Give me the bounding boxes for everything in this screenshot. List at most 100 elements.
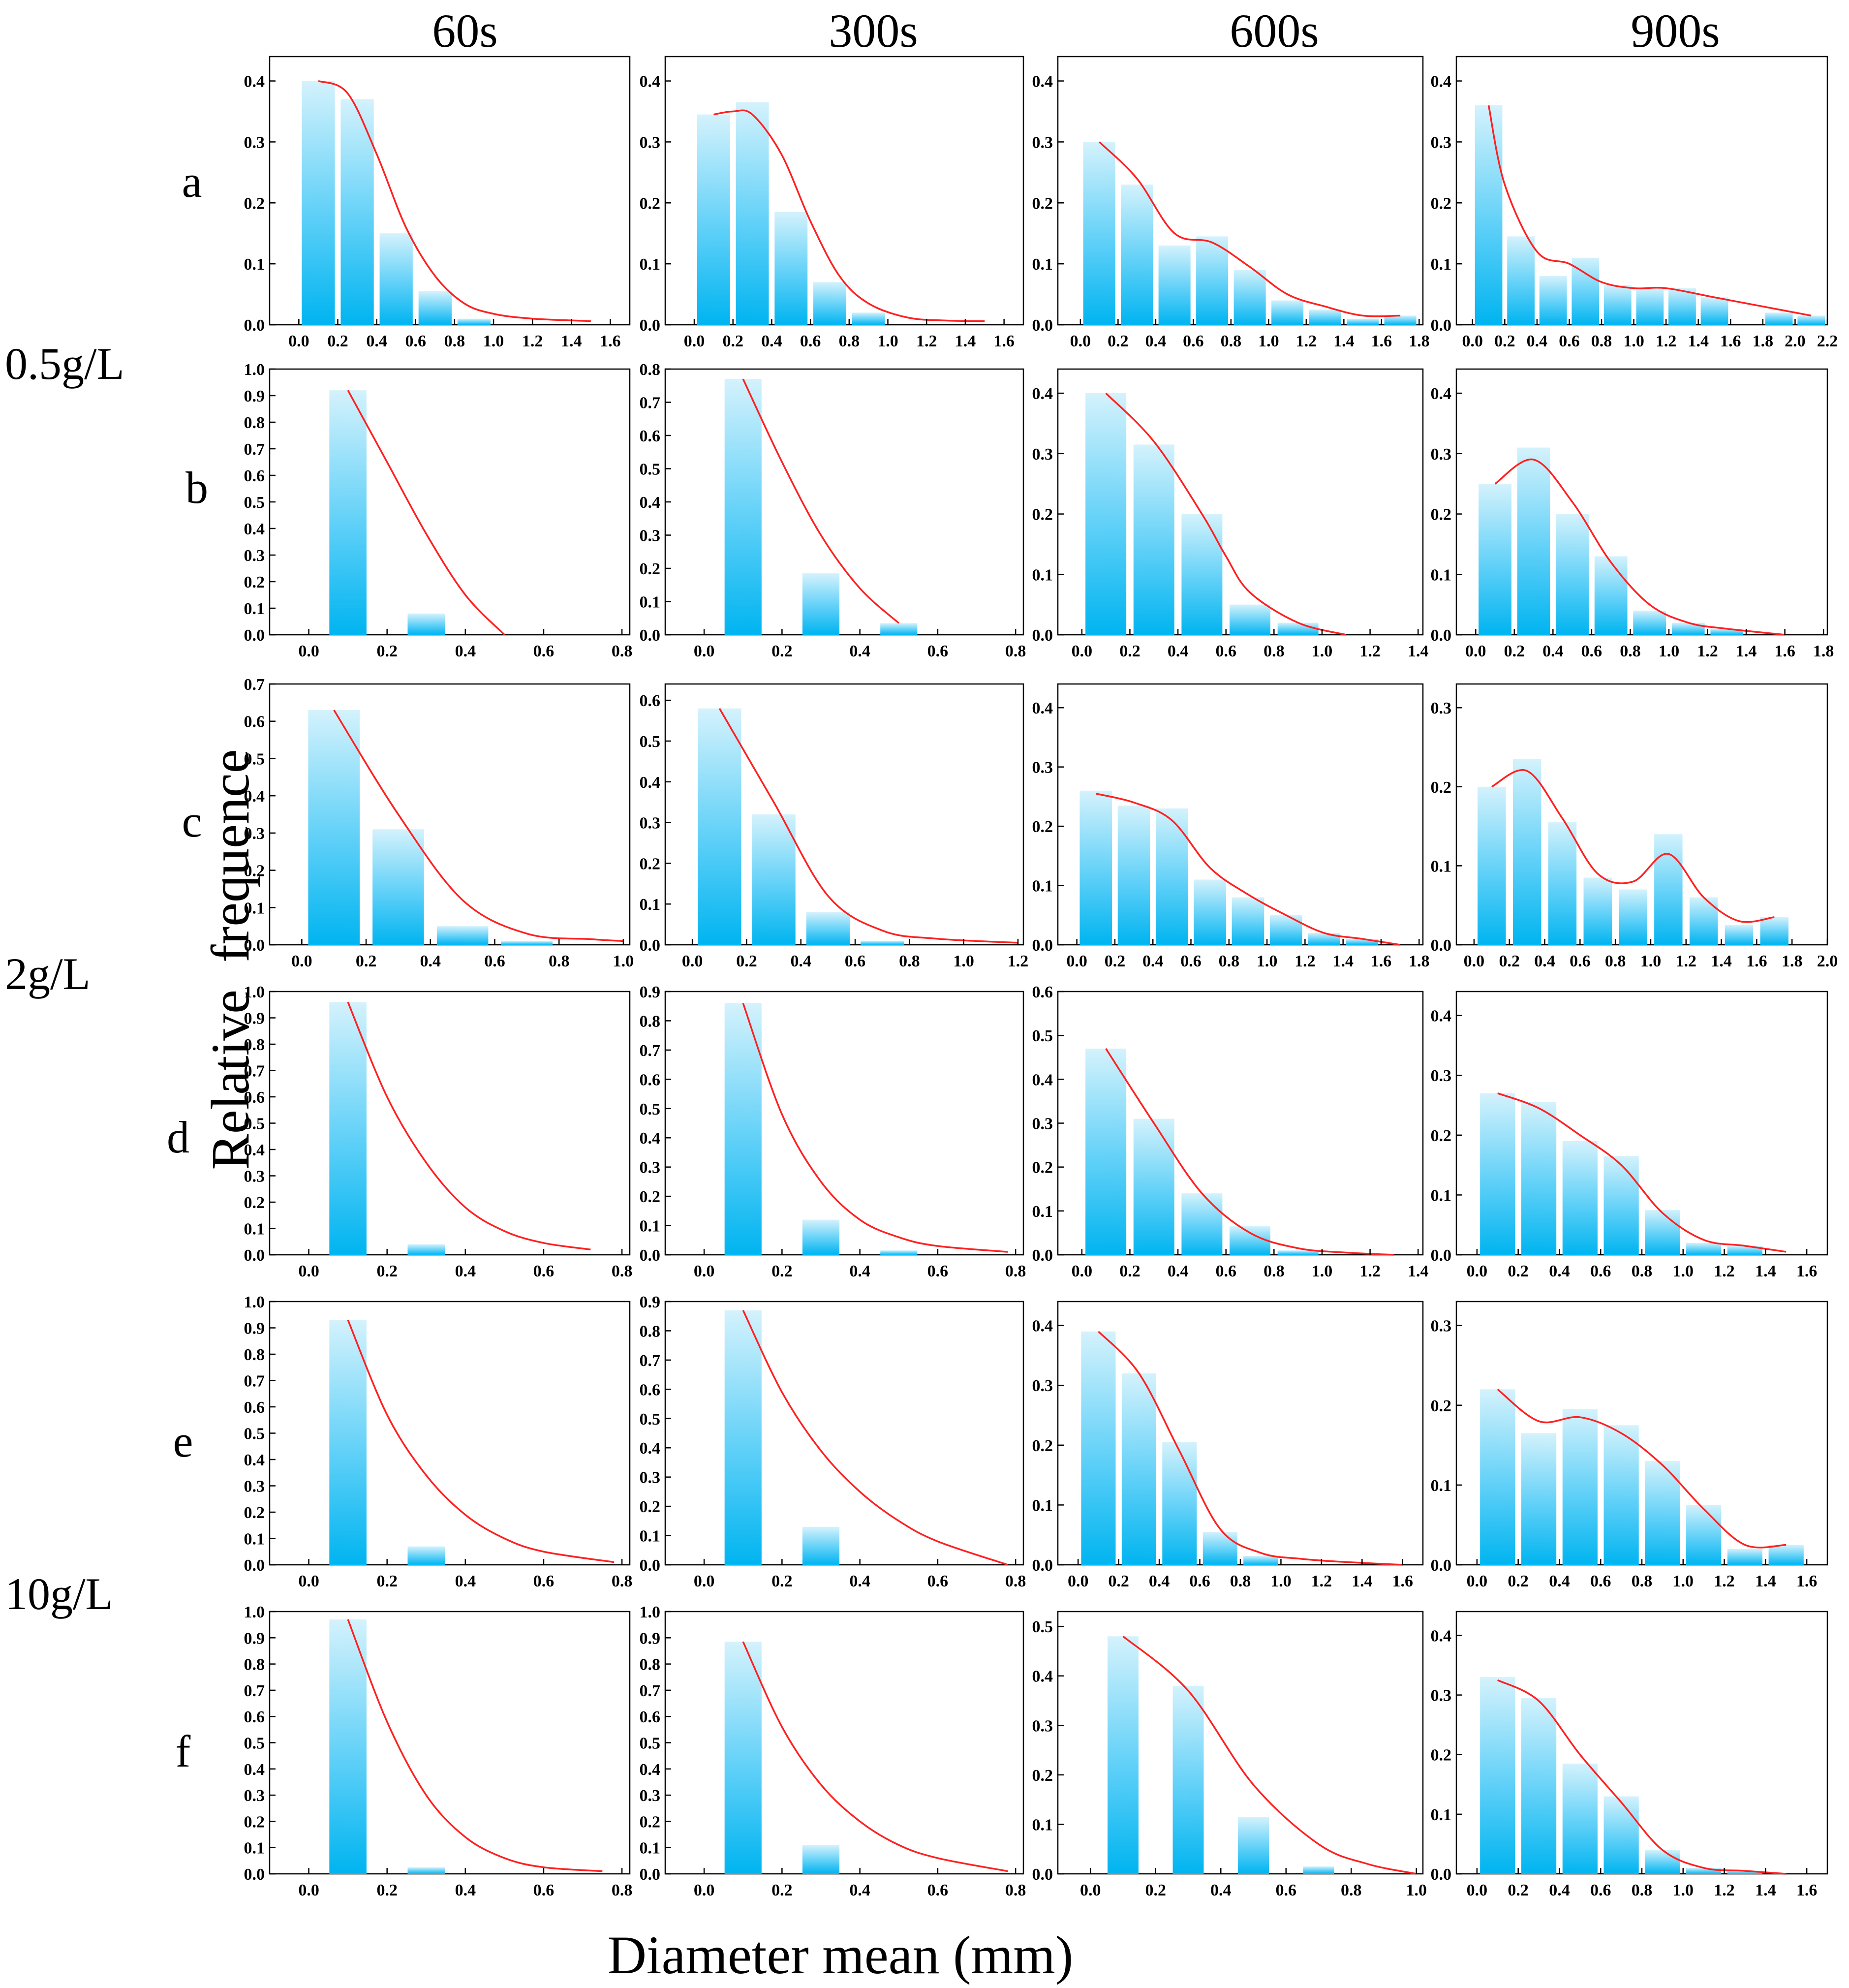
panel-e-60s-y-tick-label: 0.1 xyxy=(244,1530,265,1549)
panel-f-60s-y-tick-label: 0.8 xyxy=(244,1656,265,1674)
concentration-label-0-5: 0.5g/L xyxy=(5,339,124,389)
panel-d-600s-y-tick-label: 0.3 xyxy=(1032,1115,1053,1133)
panel-d-600s-x-tick-label: 1.0 xyxy=(1312,1262,1333,1280)
panel-e-60s-fit-line xyxy=(347,1319,615,1563)
panel-f-300s-x-tick-label: 0.8 xyxy=(1005,1881,1026,1899)
panel-a-300s-x-tick-label: 0.4 xyxy=(761,332,782,350)
panel-e-60s-bar xyxy=(407,1546,445,1565)
panel-e-600s-x-tick-label: 0.2 xyxy=(1108,1572,1129,1590)
panel-b-900s-bar xyxy=(1671,622,1705,635)
panel-b-600s-x-tick-label: 1.4 xyxy=(1408,642,1429,660)
panel-e-60s-x-tick-label: 0.2 xyxy=(376,1572,398,1590)
panel-b-900s-x-tick-label: 1.6 xyxy=(1774,642,1795,660)
panel-a-900s-x-tick-label: 0.0 xyxy=(1462,332,1483,350)
panel-e-600s-y-tick-label: 0.1 xyxy=(1032,1496,1053,1515)
panel-a-300s: 0.0 0.1 0.2 0.3 0.4 0.0 0.2 0.4 0.6 0.8 1.0 1.2 1.4 1… xyxy=(640,56,1024,350)
panel-d-900s-x-tick-label: 0.4 xyxy=(1549,1262,1570,1280)
row-letter-b: b xyxy=(185,463,208,513)
panel-b-900s: 0.0 0.1 0.2 0.3 0.4 0.0 0.2 0.4 0.6 0.8 1.0 1.2 1.4 1… xyxy=(1431,368,1834,660)
panel-d-300s-bar xyxy=(724,1003,762,1255)
panel-d-300s-bar xyxy=(880,1250,918,1255)
panel-f-60s: 0.0 0.1 0.2 0.3 0.4 0.5 0.6 0.7 0.8 0.9 1.0 0.0 0.2 0… xyxy=(244,1603,633,1899)
panel-d-300s-y-tick-label: 0.9 xyxy=(640,983,661,1001)
panel-a-600s-y-tick-label: 0.1 xyxy=(1032,255,1053,274)
panel-e-900s-y-tick-label: 0.0 xyxy=(1431,1556,1452,1575)
panel-d-60s-frame xyxy=(269,991,631,1256)
panel-b-900s-bar xyxy=(1633,610,1666,635)
panel-b-300s-y-tick-label: 0.3 xyxy=(640,527,661,545)
panel-f-300s-y-tick-label: 0.7 xyxy=(640,1682,661,1700)
panel-b-600s-x-tick-label: 1.2 xyxy=(1359,642,1381,660)
panel-c-60s-x-tick-label: 0.8 xyxy=(549,952,570,970)
panel-a-300s-bar xyxy=(774,212,808,325)
row-letter-d: d xyxy=(167,1112,189,1162)
panel-f-600s: 0.0 0.1 0.2 0.3 0.4 0.5 0.0 0.2 0.4 0.6 0.8 1.0 xyxy=(1032,1611,1427,1899)
panel-a-900s-bar xyxy=(1572,257,1600,325)
panel-b-60s-x-tick-label: 0.8 xyxy=(612,642,633,660)
panel-b-600s-y-tick-label: 0.2 xyxy=(1032,506,1053,524)
panel-c-900s-bar xyxy=(1725,925,1754,945)
panel-c-60s-x-tick-label: 0.2 xyxy=(356,952,377,970)
panel-b-60s: 0.0 0.1 0.2 0.3 0.4 0.5 0.6 0.7 0.8 0.9 1.0 0.0 0.2 0… xyxy=(244,361,633,660)
panel-f-300s: 0.0 0.1 0.2 0.3 0.4 0.5 0.6 0.7 0.8 0.9 1.0 0.0 0.2 0… xyxy=(640,1603,1026,1899)
panel-b-300s-y-tick-label: 0.6 xyxy=(640,427,661,445)
panel-b-300s-x-tick-label: 0.4 xyxy=(849,642,870,660)
panel-e-900s-y-tick-label: 0.1 xyxy=(1431,1477,1452,1495)
panel-c-60s-y-tick-label: 0.3 xyxy=(244,825,265,843)
panel-f-900s-bar xyxy=(1686,1867,1722,1874)
panel-b-300s: 0.0 0.1 0.2 0.3 0.4 0.5 0.6 0.7 0.8 0.0 0.2 0.4 0.6 0… xyxy=(640,361,1026,660)
panel-f-900s-fit-line xyxy=(1497,1679,1787,1875)
panel-a-60s-fit-line xyxy=(318,80,591,322)
panel-a-60s-bar xyxy=(457,318,491,325)
panel-d-60s-x-tick-label: 0.6 xyxy=(533,1262,555,1280)
panel-c-900s-bar xyxy=(1689,897,1718,945)
panel-c-900s-x-tick-label: 1.0 xyxy=(1640,952,1662,970)
panel-e-60s-y-tick-label: 0.0 xyxy=(244,1556,265,1575)
panel-e-300s-x-tick-label: 0.2 xyxy=(771,1572,793,1590)
panel-d-60s-y-tick-label: 0.3 xyxy=(244,1168,265,1186)
panel-a-60s-x-tick-label: 0.4 xyxy=(366,332,387,350)
panel-a-60s-x-tick-label: 1.0 xyxy=(483,332,504,350)
panel-d-60s-y-tick-label: 0.7 xyxy=(244,1062,265,1081)
panel-f-300s-y-tick-label: 0.1 xyxy=(640,1839,661,1858)
panel-a-300s-x-tick-label: 0.2 xyxy=(722,332,743,350)
panel-f-60s-y-tick-label: 0.5 xyxy=(244,1735,265,1753)
panel-d-900s-x-tick-label: 1.2 xyxy=(1714,1262,1735,1280)
panel-d-900s-x-tick-label: 1.0 xyxy=(1673,1262,1694,1280)
panel-c-900s-x-tick-label: 0.4 xyxy=(1534,952,1555,970)
panel-d-900s-y-tick-label: 0.4 xyxy=(1431,1007,1452,1025)
panel-c-300s-y-tick-label: 0.4 xyxy=(640,774,661,792)
column-title-300s: 300s xyxy=(829,4,918,57)
panel-c-600s-x-tick-label: 0.4 xyxy=(1142,952,1164,970)
panel-c-300s-y-tick-label: 0.2 xyxy=(640,855,661,873)
panel-f-300s-y-tick-label: 0.3 xyxy=(640,1787,661,1805)
panel-e-900s-x-tick-label: 0.6 xyxy=(1590,1572,1611,1590)
panel-a-600s-bar xyxy=(1384,315,1417,325)
panel-e-300s-y-tick-label: 0.1 xyxy=(640,1527,661,1546)
panel-a-600s-y-tick-label: 0.2 xyxy=(1032,194,1053,213)
panel-f-600s-bar xyxy=(1303,1866,1334,1874)
panel-e-900s-x-tick-label: 0.4 xyxy=(1549,1572,1570,1590)
panel-f-900s-bar xyxy=(1727,1870,1763,1874)
panel-d-900s-bar xyxy=(1480,1093,1515,1255)
panel-e-600s-x-tick-label: 1.4 xyxy=(1352,1572,1373,1590)
panel-b-60s-x-tick-label: 0.6 xyxy=(533,642,555,660)
panel-c-900s-x-tick-label: 1.6 xyxy=(1746,952,1767,970)
panel-f-60s-y-tick-label: 1.0 xyxy=(244,1603,265,1621)
panel-c-60s-x-tick-label: 0.4 xyxy=(420,952,441,970)
panel-a-300s-x-tick-label: 0.8 xyxy=(839,332,860,350)
panel-f-300s-bar xyxy=(724,1642,762,1874)
panel-e-300s-x-tick-label: 0.6 xyxy=(927,1572,949,1590)
panel-b-600s-x-tick-label: 0.4 xyxy=(1168,642,1189,660)
panel-e-300s-y-tick-label: 0.3 xyxy=(640,1469,661,1487)
panel-f-60s-fit-line xyxy=(347,1619,603,1872)
panel-f-900s-bar xyxy=(1645,1850,1680,1874)
panel-f-600s-x-tick-label: 0.2 xyxy=(1145,1881,1167,1899)
panel-b-900s-x-tick-label: 1.8 xyxy=(1813,642,1834,660)
panel-b-60s-y-tick-label: 0.7 xyxy=(244,440,265,459)
panel-d-600s-x-tick-label: 0.8 xyxy=(1263,1262,1285,1280)
panel-c-900s-y-tick-label: 0.3 xyxy=(1431,699,1452,717)
panel-c-60s-x-tick-label: 0.0 xyxy=(291,952,312,970)
panel-a-60s-y-tick-label: 0.4 xyxy=(244,73,265,91)
panel-f-900s-x-tick-label: 0.2 xyxy=(1508,1881,1529,1899)
